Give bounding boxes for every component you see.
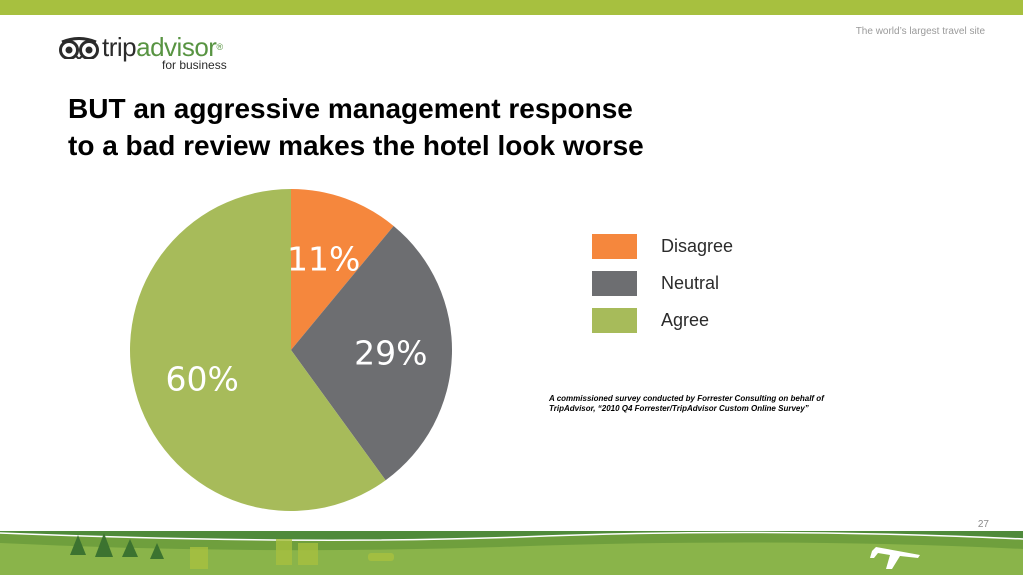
logo-wordmark: tripadvisor® xyxy=(102,32,223,62)
legend-label-neutral: Neutral xyxy=(661,273,720,293)
legend-swatch-neutral xyxy=(592,271,637,296)
logo-word-trip: trip xyxy=(102,32,137,62)
pie-slice-agree xyxy=(129,189,386,511)
legend-swatch-disagree xyxy=(592,234,637,259)
legend-item-disagree: Disagree xyxy=(592,234,733,259)
legend-label-agree: Agree xyxy=(661,310,710,330)
chart-legend: Disagree Neutral Agree xyxy=(592,234,733,345)
logo-word-advisor: advisor xyxy=(136,32,217,62)
logo-registered-mark: ® xyxy=(216,42,223,52)
logo-subtitle: for business xyxy=(162,58,227,72)
legend-item-neutral: Neutral xyxy=(592,271,733,296)
page-number: 27 xyxy=(977,519,989,530)
owl-eyes-icon xyxy=(59,37,99,59)
legend-swatch-agree xyxy=(592,308,637,333)
footer-car-icon xyxy=(368,553,394,561)
legend-label-disagree: Disagree xyxy=(661,236,734,256)
top-accent-bar xyxy=(0,0,1023,15)
footer-buildings-icon xyxy=(190,539,318,569)
footer-airplane-icon xyxy=(870,547,920,569)
survey-footnote: A commissioned survey conducted by Forre… xyxy=(549,394,824,413)
slide-title-line-2: to a bad review makes the hotel look wor… xyxy=(68,130,644,161)
footer-trees-icon xyxy=(70,533,164,559)
tripadvisor-logo: tripadvisor® for business xyxy=(58,32,248,74)
pie-slice-disagree xyxy=(291,189,394,350)
pie-label-neutral: 29% xyxy=(354,334,427,373)
pie-slice-neutral xyxy=(291,225,453,481)
pie-labels: 11% 29% 60% xyxy=(166,240,428,399)
tagline: The world’s largest travel site xyxy=(855,26,985,37)
slide-title: BUT an aggressive management response to… xyxy=(68,90,644,164)
footer-landscape xyxy=(0,531,1023,575)
slide-title-line-1: BUT an aggressive management response xyxy=(68,93,633,124)
pie-slices xyxy=(129,189,453,511)
pie-label-agree: 60% xyxy=(166,359,239,398)
legend-item-agree: Agree xyxy=(592,308,733,333)
pie-label-disagree: 11% xyxy=(287,240,360,279)
